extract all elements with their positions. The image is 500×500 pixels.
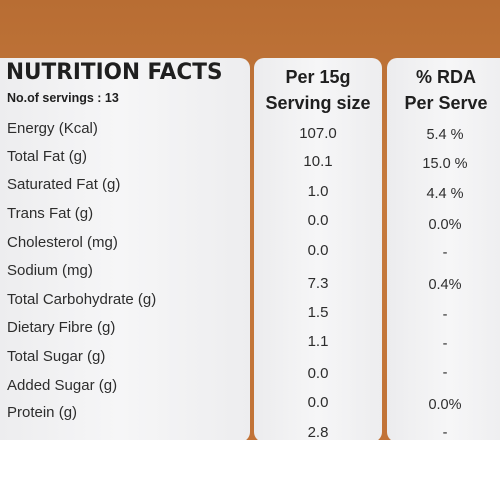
nutrient-rda: 0.0% [428, 217, 462, 233]
nutrient-rda: - [442, 365, 448, 381]
per-serving-header: Per 15g Serving size [254, 64, 382, 116]
rda-panel [387, 58, 500, 442]
nutrient-rda: - [442, 425, 448, 441]
nutrient-label: Total Fat (g) [7, 148, 88, 165]
nutrient-value: 2.8 [307, 424, 329, 441]
nutrition-facts-title: NUTRITION FACTS [6, 60, 223, 85]
bottom-margin [0, 440, 500, 500]
per-serving-header-line2: Serving size [265, 93, 371, 113]
nutrient-value: 7.3 [307, 275, 329, 292]
nutrient-value: 0.0 [307, 394, 329, 411]
nutrient-label: Energy (Kcal) [7, 120, 98, 137]
nutrient-value: 0.0 [307, 242, 329, 259]
nutrient-label: Saturated Fat (g) [7, 176, 121, 193]
nutrient-rda: 0.0% [428, 397, 462, 413]
nutrient-label: Trans Fat (g) [7, 205, 94, 222]
nutrient-rda: - [442, 245, 448, 261]
nutrient-value: 107.0 [299, 125, 337, 142]
per-serving-panel [254, 58, 382, 442]
rda-header-line1: % RDA [415, 67, 476, 87]
nutrient-label: Total Carbohydrate (g) [7, 291, 157, 308]
nutrient-value: 1.5 [307, 304, 329, 321]
servings-count: No.of servings : 13 [7, 91, 119, 105]
nutrient-rda: 0.4% [428, 277, 462, 293]
nutrient-label: Dietary Fibre (g) [7, 319, 116, 336]
per-serving-header-line1: Per 15g [285, 67, 351, 87]
nutrient-value: 10.1 [303, 153, 333, 170]
nutrient-names-panel [0, 58, 250, 442]
rda-header-line2: Per Serve [404, 93, 488, 113]
nutrition-label-photo [0, 0, 500, 470]
nutrient-label: Cholesterol (mg) [7, 234, 118, 251]
nutrient-value: 1.1 [307, 333, 329, 350]
nutrient-label: Protein (g) [7, 404, 78, 421]
nutrient-value: 0.0 [307, 365, 329, 382]
nutrient-rda: - [442, 336, 448, 352]
nutrient-rda: 15.0 % [422, 156, 468, 172]
nutrient-rda: 4.4 % [426, 186, 464, 202]
nutrient-label: Total Sugar (g) [7, 348, 106, 365]
nutrient-value: 1.0 [307, 183, 329, 200]
nutrient-value: 0.0 [307, 212, 329, 229]
nutrient-rda: - [442, 307, 448, 323]
nutrient-rda: 5.4 % [426, 127, 464, 143]
nutrient-label: Added Sugar (g) [7, 377, 118, 394]
nutrient-label: Sodium (mg) [7, 262, 93, 279]
rda-header: % RDA Per Serve [387, 64, 500, 116]
